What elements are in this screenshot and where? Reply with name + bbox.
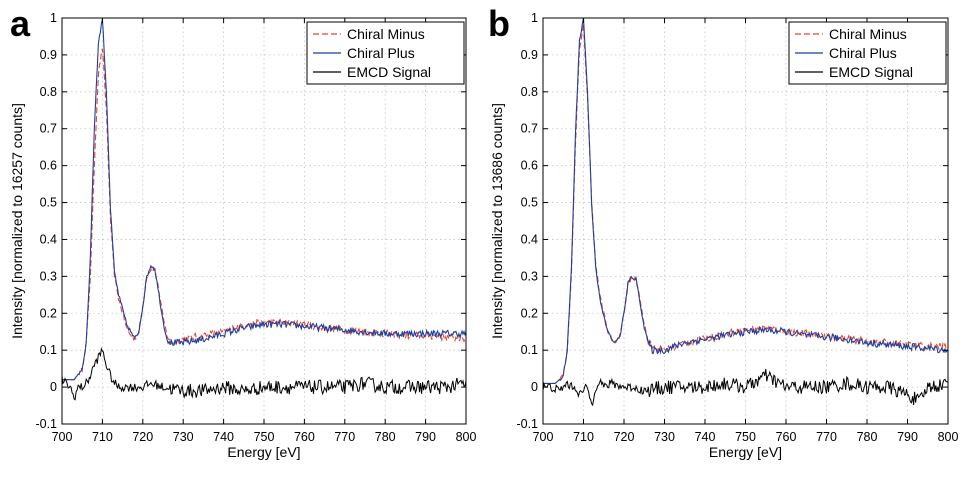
- y-tick-label: 0: [50, 380, 57, 394]
- legend: Chiral Minus Chiral Plus EMCD Signal: [306, 21, 465, 85]
- x-tick-label: 720: [614, 430, 635, 444]
- legend: Chiral Minus Chiral Plus EMCD Signal: [788, 21, 947, 85]
- y-tick-label: 0.8: [521, 85, 538, 99]
- y-tick-label: 0.5: [40, 196, 57, 210]
- y-tick-label: 0.9: [521, 48, 538, 62]
- x-axis-label: Energy [eV]: [227, 444, 300, 460]
- x-tick-label: 700: [533, 430, 554, 444]
- legend-entry: EMCD Signal: [347, 64, 431, 80]
- x-tick-label: 740: [695, 430, 716, 444]
- x-tick-label: 770: [816, 430, 837, 444]
- chart-panel-a: a 700 710 720 730 740 750 760 770 780 790 800 -0.1 0 0…: [9, 3, 476, 460]
- x-tick-label: 740: [213, 430, 234, 444]
- series-line-emcd-signal: [542, 369, 949, 407]
- legend-entry: Chiral Minus: [829, 26, 907, 42]
- x-tick-label: 800: [938, 430, 959, 444]
- y-axis-label: Intensity [normalized to 13686 counts]: [489, 103, 505, 339]
- y-tick-label: 0.7: [521, 122, 538, 136]
- y-tick-label: 0.9: [40, 48, 57, 62]
- panel-letter: b: [488, 3, 510, 44]
- y-axis-label: Intensity [normalized to 16257 counts]: [9, 103, 25, 339]
- x-tick-label: 770: [334, 430, 355, 444]
- y-tick-label: 0: [531, 380, 538, 394]
- x-tick-label: 760: [776, 430, 797, 444]
- x-axis-label: Energy [eV]: [709, 444, 782, 460]
- x-tick-label: 710: [92, 430, 113, 444]
- y-tick-label: 0.3: [521, 269, 538, 283]
- x-tick-label: 710: [573, 430, 594, 444]
- y-tick-label: 0.8: [40, 85, 57, 99]
- x-tick-label: 780: [857, 430, 878, 444]
- series-line-chiral-plus: [543, 17, 949, 384]
- series-line-emcd-signal: [61, 347, 467, 401]
- y-tick-label: 0.1: [40, 343, 57, 357]
- chart-panel-b: b 700 710 720 730 740 750 760 770 780 790 800 -0.1 0 0…: [488, 3, 958, 460]
- y-tick-label: 0.4: [521, 232, 538, 246]
- series-line-chiral-plus: [62, 19, 467, 381]
- x-tick-label: 720: [132, 430, 153, 444]
- y-tick-label: 0.3: [40, 269, 57, 283]
- y-tick-label: 0.5: [521, 196, 538, 210]
- y-tick-label: 0.1: [521, 343, 538, 357]
- legend-entry: Chiral Plus: [347, 45, 415, 61]
- y-tick-label: 1: [50, 11, 57, 25]
- y-tick-label: -0.1: [516, 417, 538, 431]
- y-tick-label: 0.4: [40, 232, 57, 246]
- y-tick-label: -0.1: [35, 417, 57, 431]
- x-tick-label: 700: [52, 430, 73, 444]
- x-tick-label: 790: [415, 430, 436, 444]
- y-tick-label: 0.2: [40, 306, 57, 320]
- x-tick-label: 780: [375, 430, 396, 444]
- x-tick-label: 800: [456, 430, 477, 444]
- legend-entry: Chiral Plus: [829, 45, 897, 61]
- y-tick-label: 0.7: [40, 122, 57, 136]
- legend-entry: Chiral Minus: [347, 26, 425, 42]
- y-tick-label: 0.2: [521, 306, 538, 320]
- x-tick-label: 760: [294, 430, 315, 444]
- panel-letter: a: [10, 3, 31, 44]
- legend-entry: EMCD Signal: [829, 64, 913, 80]
- x-tick-label: 790: [897, 430, 918, 444]
- x-tick-label: 750: [735, 430, 756, 444]
- x-tick-label: 730: [654, 430, 675, 444]
- y-tick-label: 0.6: [40, 159, 57, 173]
- y-tick-label: 0.6: [521, 159, 538, 173]
- x-tick-label: 750: [254, 430, 275, 444]
- x-tick-label: 730: [173, 430, 194, 444]
- y-tick-label: 1: [531, 11, 538, 25]
